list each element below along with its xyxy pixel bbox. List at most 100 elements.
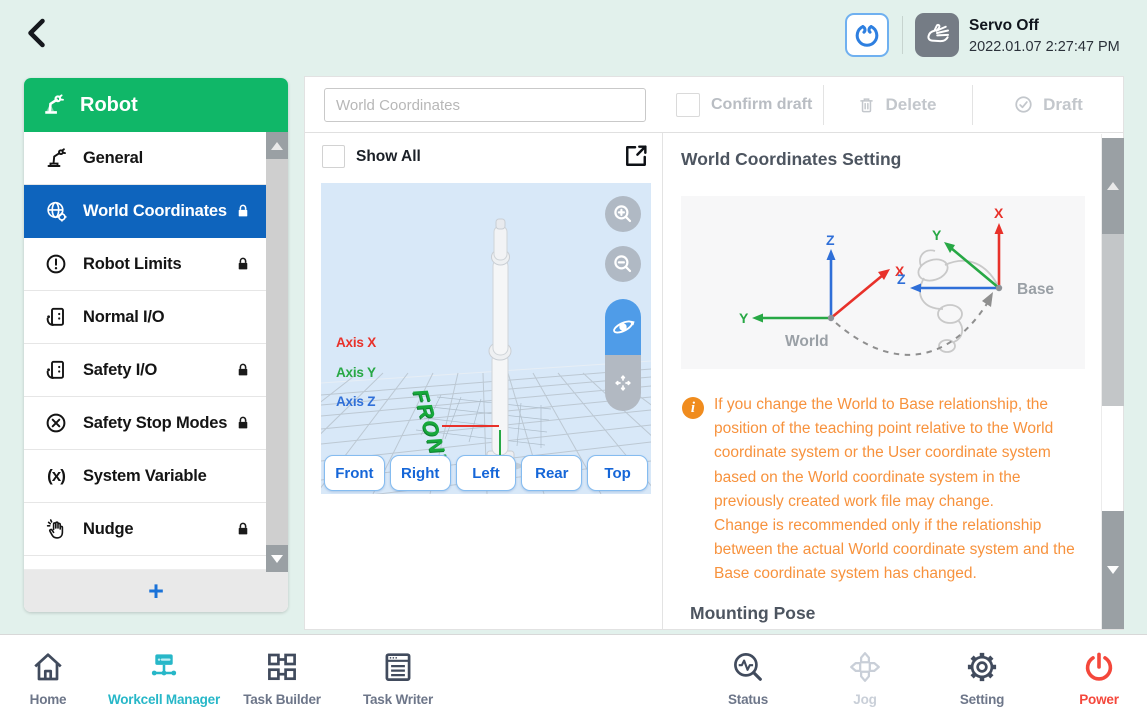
scroll-up-button[interactable]: [1102, 138, 1124, 234]
nav-label: Power: [1079, 692, 1119, 707]
svg-text:X: X: [895, 263, 905, 279]
show-all-label: Show All: [356, 148, 421, 165]
world-label: World: [785, 333, 829, 350]
lock-icon: [234, 520, 252, 538]
sidebar-scrollbar[interactable]: [266, 132, 288, 572]
servo-status-text: Servo Off: [969, 17, 1039, 34]
robot-sketch: [917, 249, 998, 353]
gear-icon: [917, 647, 1047, 685]
topbar-divider: [902, 16, 903, 54]
hand-icon: [922, 20, 952, 50]
globe-icon: [42, 199, 70, 224]
sidebar-item-label: World Coordinates: [83, 201, 227, 220]
nav-label: Workcell Manager: [107, 692, 221, 707]
viewport-mode-toggle: [605, 299, 641, 411]
nav-task-builder[interactable]: Task Builder: [217, 647, 347, 707]
nav-power[interactable]: Power: [1034, 647, 1147, 707]
sidebar-item-safety-stop-modes[interactable]: Safety Stop Modes: [24, 397, 288, 450]
confirm-draft-checkbox[interactable]: [676, 93, 700, 117]
check-circle-icon: [1013, 94, 1034, 115]
scroll-down-button[interactable]: [266, 545, 288, 572]
nav-setting[interactable]: Setting: [917, 647, 1047, 707]
sidebar-item-system-variable[interactable]: (x) System Variable: [24, 450, 288, 503]
show-all-checkbox[interactable]: [322, 145, 345, 168]
add-item-button[interactable]: +: [24, 570, 288, 612]
expand-viewer-button[interactable]: [622, 141, 652, 171]
view-front-button[interactable]: Front: [324, 455, 385, 491]
settings-scrollbar[interactable]: [1101, 134, 1124, 629]
nav-task-writer[interactable]: Task Writer: [333, 647, 463, 707]
draft-label: Draft: [1043, 94, 1083, 114]
scroll-up-button[interactable]: [266, 132, 288, 159]
svg-text:Y: Y: [739, 310, 749, 326]
info-icon: i: [682, 397, 704, 419]
zoom-in-button[interactable]: [605, 196, 641, 232]
svg-text:Z: Z: [826, 232, 835, 248]
nav-status[interactable]: Status: [683, 647, 813, 707]
info-text-block: If you change the World to Base relation…: [714, 393, 1080, 586]
sidebar-item-world-coordinates[interactable]: World Coordinates: [24, 185, 288, 238]
back-button[interactable]: [20, 12, 62, 54]
home-icon: [0, 647, 113, 685]
nav-label: Home: [29, 692, 67, 707]
toolbar-divider: [972, 85, 973, 125]
axis-y-label: Axis Y: [336, 365, 376, 380]
sidebar-item-general[interactable]: General: [24, 132, 288, 185]
sidebar-item-label: General: [83, 148, 144, 167]
zoom-in-icon: [611, 202, 635, 226]
nav-label: Jog: [853, 692, 877, 707]
axis-z-label: Axis Z: [336, 394, 376, 409]
sidebar: Robot General World Coordinates: [24, 78, 288, 612]
variable-icon: (x): [47, 466, 66, 485]
base-frame: X Y Z Base: [897, 205, 1054, 298]
nav-home[interactable]: Home: [0, 647, 113, 707]
status-icon: [683, 647, 813, 685]
view-top-button[interactable]: Top: [587, 455, 648, 491]
robot-3d-viewport[interactable]: Axis X Axis Y Axis Z FRONT: [321, 183, 651, 494]
view-left-button[interactable]: Left: [455, 455, 517, 491]
trash-icon: [857, 95, 876, 115]
sidebar-item-safety-io[interactable]: Safety I/O: [24, 344, 288, 397]
zoom-out-button[interactable]: [605, 246, 641, 282]
servo-status-block: Servo Off 2022.01.07 2:27:47 PM: [969, 16, 1120, 57]
relationship-arc: [835, 301, 989, 356]
coordinate-name-input[interactable]: [324, 88, 646, 122]
info-paragraph-1: If you change the World to Base relation…: [714, 396, 1054, 510]
delete-label: Delete: [885, 94, 937, 114]
sidebar-item-label: Nudge: [83, 519, 134, 538]
sidebar-item-nudge[interactable]: Nudge: [24, 503, 288, 556]
gripper-icon: [853, 21, 881, 49]
scrollbar-thumb[interactable]: [1102, 234, 1124, 406]
scroll-down-button[interactable]: [1102, 511, 1124, 629]
servo-hand-badge[interactable]: [915, 13, 959, 57]
triangle-down-icon: [1107, 566, 1119, 574]
sidebar-item-partial: [24, 556, 288, 570]
svg-text:X: X: [994, 205, 1004, 221]
gripper-status-button[interactable]: [845, 13, 889, 57]
io-board-icon: [42, 305, 70, 329]
workcell-manager-icon: [94, 647, 234, 685]
view-rear-button[interactable]: Rear: [521, 455, 583, 491]
view-right-button[interactable]: Right: [389, 455, 451, 491]
pan-mode-button[interactable]: [605, 355, 641, 411]
main-toolbar: Confirm draft Delete Draft: [305, 77, 1123, 133]
panel-divider: [662, 133, 663, 629]
triangle-up-icon: [1107, 182, 1119, 190]
sidebar-item-robot-limits[interactable]: Robot Limits: [24, 238, 288, 291]
delete-button[interactable]: Delete: [823, 77, 971, 132]
draft-button[interactable]: Draft: [972, 77, 1124, 132]
nav-jog[interactable]: Jog: [800, 647, 930, 707]
view-buttons-row: Front Right Left Rear Top: [324, 455, 648, 491]
nav-workcell-manager[interactable]: Workcell Manager: [94, 647, 234, 707]
sidebar-title: Robot: [80, 93, 138, 116]
task-writer-icon: [333, 647, 463, 685]
zoom-out-icon: [611, 252, 635, 276]
svg-text:Y: Y: [932, 227, 942, 243]
robot-arm-icon: [42, 146, 70, 170]
triangle-down-icon: [271, 554, 283, 563]
sidebar-item-normal-io[interactable]: Normal I/O: [24, 291, 288, 344]
rotate-mode-button[interactable]: [605, 299, 641, 355]
base-label: Base: [1017, 281, 1054, 298]
sidebar-item-label: Normal I/O: [83, 307, 165, 326]
back-chevron-icon: [20, 15, 62, 51]
